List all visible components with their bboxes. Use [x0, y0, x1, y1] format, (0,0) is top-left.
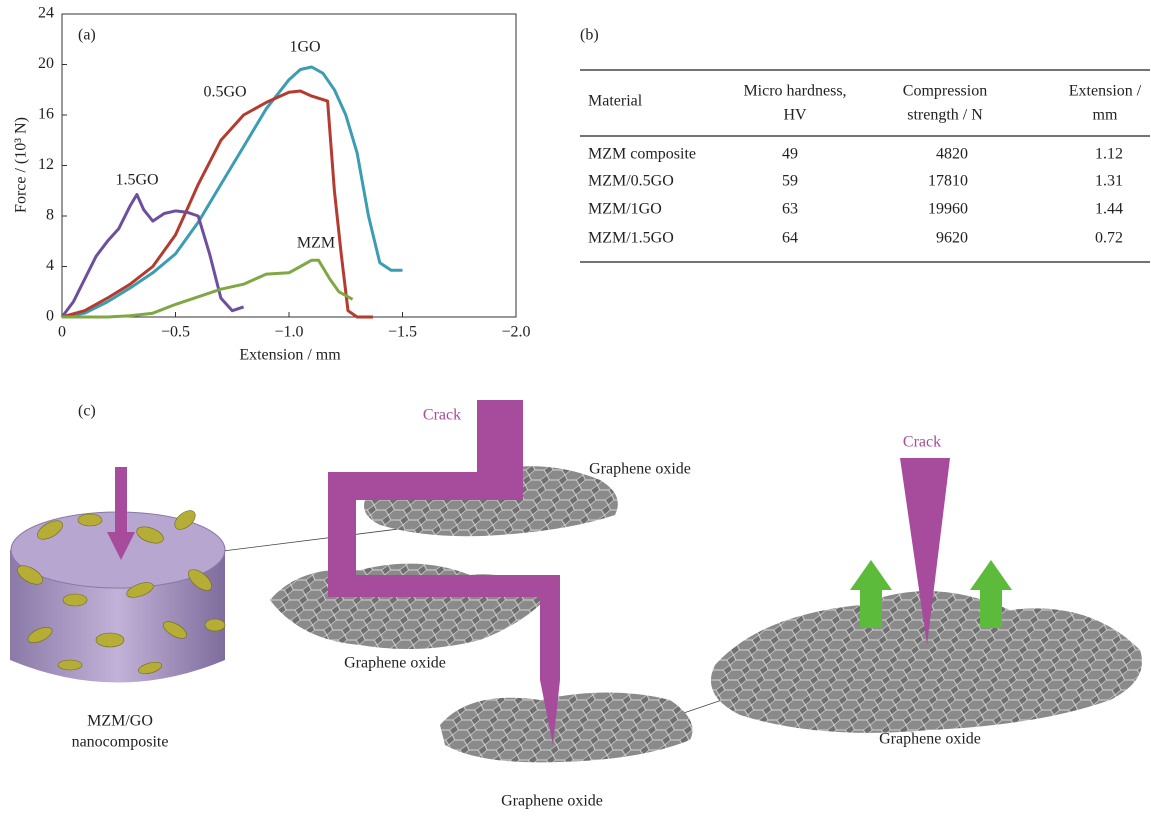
series-line: [62, 67, 403, 317]
sheet-label: Graphene oxide: [344, 655, 446, 672]
table-cell: 63: [782, 201, 798, 218]
y-tick-label: 8: [46, 207, 54, 224]
table-cell: 1.44: [1095, 201, 1123, 218]
x-tick-label: −1.0: [274, 324, 303, 341]
table-cell: MZM/1.5GO: [588, 230, 674, 247]
table-cell: 9620: [936, 230, 968, 247]
table-cell: 59: [782, 173, 798, 190]
panel-label: (b): [580, 27, 599, 44]
table-cell: 1.12: [1095, 146, 1123, 163]
series-line: [62, 195, 244, 318]
series-label: MZM: [297, 235, 335, 252]
page: (a) Extension / mm Force / (10³ N) (b) (…: [0, 0, 1151, 816]
table-cell: MZM/0.5GO: [588, 173, 674, 190]
table-header: Micro hardness,: [743, 83, 846, 100]
table-cell: MZM/1GO: [588, 201, 662, 218]
table-cell: 1.31: [1095, 173, 1123, 190]
sheet-label: Graphene oxide: [589, 461, 691, 478]
table-cell: 19960: [928, 201, 968, 218]
x-tick-label: −0.5: [161, 324, 190, 341]
panel-label: (a): [78, 27, 96, 44]
diagram: [10, 400, 1142, 762]
series-label: 1GO: [289, 39, 320, 56]
panel-label: (c): [78, 403, 96, 420]
crack-label: Crack: [903, 434, 941, 451]
sheet-label: Graphene oxide: [501, 793, 603, 810]
table-cell: 4820: [936, 146, 968, 163]
table-header: Compression: [903, 83, 987, 100]
y-tick-label: 0: [46, 308, 54, 325]
y-tick-label: 12: [38, 156, 54, 173]
x-tick-label: −2.0: [501, 324, 530, 341]
figure: (a) Extension / mm Force / (10³ N) (b) (…: [0, 0, 1151, 816]
x-axis-label: Extension / mm: [239, 347, 341, 364]
table-header: Extension /: [1069, 83, 1142, 100]
x-tick-label: 0: [58, 324, 66, 341]
table-header: mm: [1093, 107, 1118, 124]
table-cell: 64: [782, 230, 798, 247]
series-label: 0.5GO: [203, 84, 246, 101]
table-cell: 0.72: [1095, 230, 1123, 247]
table-header: Material: [588, 93, 643, 110]
x-tick-label: −1.5: [388, 324, 417, 341]
table-cell: 17810: [928, 173, 968, 190]
y-tick-label: 24: [38, 5, 54, 22]
table-cell: 49: [782, 146, 798, 163]
table-header: strength / N: [907, 107, 983, 124]
y-axis-label: Force / (10³ N): [13, 117, 30, 213]
y-tick-label: 4: [46, 257, 54, 274]
graphene-sheet: [440, 693, 693, 763]
sample-label: nanocomposite: [72, 734, 169, 751]
series-line: [62, 260, 353, 317]
table-header: HV: [783, 107, 807, 124]
sample-label: MZM/GO: [87, 713, 153, 730]
y-tick-label: 20: [38, 55, 54, 72]
sheet-label: Graphene oxide: [879, 731, 981, 748]
crack-label: Crack: [423, 407, 461, 424]
table-cell: MZM composite: [588, 146, 696, 163]
y-tick-label: 16: [38, 106, 54, 123]
series-label: 1.5GO: [115, 172, 158, 189]
